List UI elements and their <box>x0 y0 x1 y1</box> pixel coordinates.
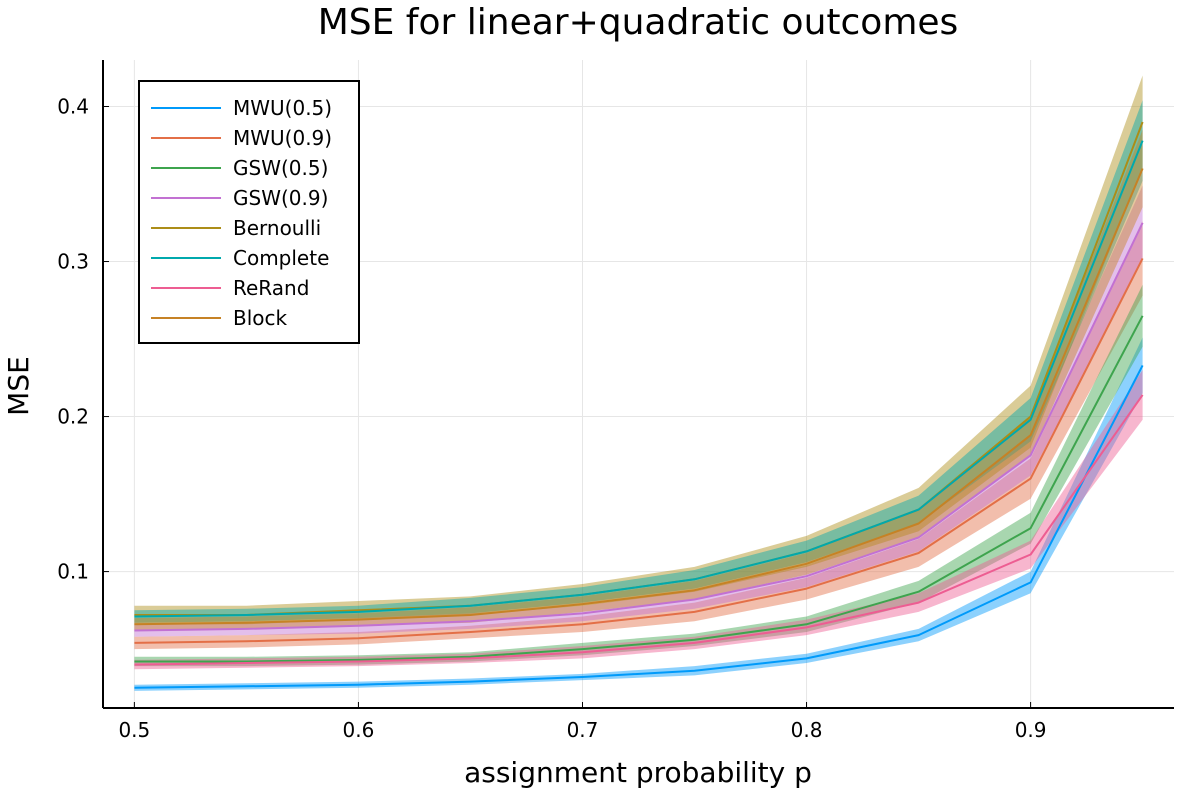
series-line-GSW(0.9) <box>134 222 1144 632</box>
legend-label-MWU(0.9): MWU(0.9) <box>233 126 332 150</box>
legend-label-GSW(0.5): GSW(0.5) <box>233 156 328 180</box>
series-line-MWU(0.5) <box>134 364 1144 689</box>
chart-title: MSE for linear+quadratic outcomes <box>318 2 959 43</box>
y-tick-label-3: 0.4 <box>57 95 89 119</box>
tick-layer: 0.5 0.6 0.7 0.8 0.9 0.1 0.2 0.3 0.4 <box>57 95 1046 742</box>
x-axis-title: assignment probability p <box>464 756 812 789</box>
x-tick-label-0: 0.5 <box>118 718 150 742</box>
series-line-GSW(0.5) <box>134 315 1144 663</box>
y-tick-label-0: 0.1 <box>57 560 89 584</box>
y-tick-label-1: 0.2 <box>57 405 89 429</box>
axis-layer <box>102 60 1174 709</box>
legend-label-Bernoulli: Bernoulli <box>233 216 321 240</box>
line-layer <box>134 121 1144 689</box>
x-tick-label-1: 0.6 <box>343 718 375 742</box>
series-line-Block <box>134 168 1144 626</box>
legend-box <box>138 80 360 344</box>
series-line-MWU(0.9) <box>134 257 1144 644</box>
series-line-Complete <box>134 140 1144 618</box>
x-tick-label-3: 0.8 <box>791 718 823 742</box>
x-tick-label-2: 0.7 <box>567 718 599 742</box>
legend-label-Block: Block <box>233 306 288 330</box>
series-line-ReRand <box>134 394 1144 666</box>
legend-label-GSW(0.9): GSW(0.9) <box>233 186 328 210</box>
y-tick-label-2: 0.3 <box>57 250 89 274</box>
legend-label-ReRand: ReRand <box>233 276 309 300</box>
y-axis-title: MSE <box>2 356 35 416</box>
legend-label-Complete: Complete <box>233 246 329 270</box>
x-tick-label-4: 0.9 <box>1015 718 1047 742</box>
legend-label-MWU(0.5): MWU(0.5) <box>233 96 332 120</box>
legend: MWU(0.5) MWU(0.9) GSW(0.5) GSW(0.9) Bernoull… <box>138 80 360 344</box>
